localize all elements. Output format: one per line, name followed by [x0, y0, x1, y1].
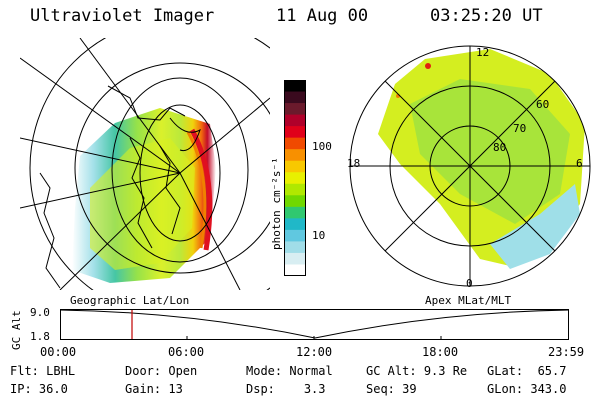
mlt-label-0: 0 [466, 277, 473, 290]
time-tick-0600: 06:00 [168, 345, 205, 359]
param-ip: IP: 36.0 [10, 382, 68, 396]
param-glon: GLon: 343.0 [487, 382, 567, 396]
geographic-map-panel [20, 38, 270, 290]
time-tick-1200: 12:00 [296, 345, 333, 359]
observation-time: 03:25:20 UT [430, 6, 543, 26]
colorbar-step [284, 206, 306, 219]
colorbar-step [284, 137, 306, 150]
param-glat: GLat: 65.7 [487, 364, 567, 378]
colorbar-tick-100: 100 [312, 140, 332, 153]
apex-panel-label: Apex MLat/MLT [425, 294, 512, 307]
param-mode: Mode: Normal [246, 364, 333, 378]
mlt-label-18: 18 [347, 157, 361, 170]
instrument-title: Ultraviolet Imager [30, 6, 215, 26]
altitude-axis-label: GC Alt [10, 310, 23, 350]
param-dsp: Dsp: 3.3 [246, 382, 326, 396]
mlat-label-70: 70 [513, 122, 527, 135]
colorbar-border [284, 80, 306, 276]
colorbar-step [284, 195, 306, 208]
param-gain: Gain: 13 [125, 382, 183, 396]
intensity-colorbar [284, 80, 306, 276]
colorbar-unit-label: photon cm⁻²s⁻¹ [270, 157, 283, 250]
param-gc-alt: GC Alt: 9.3 Re [366, 364, 468, 378]
geographic-panel-label: Geographic Lat/Lon [70, 294, 190, 307]
observation-date: 11 Aug 00 [276, 6, 369, 26]
time-tick-2359: 23:59 [548, 345, 585, 359]
colorbar-step [284, 241, 306, 254]
colorbar-step [284, 160, 306, 173]
colorbar-step [284, 252, 306, 265]
altitude-plot [60, 309, 570, 340]
param-seq: Seq: 39 [366, 382, 417, 396]
altitude-tick-1-8: 1.8 [30, 330, 50, 343]
colorbar-step [284, 149, 306, 162]
mlt-label-6: 6 [576, 157, 583, 170]
altitude-tick-9: 9.0 [30, 306, 50, 319]
param-door: Door: Open [125, 364, 198, 378]
colorbar-step [284, 183, 306, 196]
colorbar-tick-10: 10 [312, 229, 326, 242]
colorbar-step [284, 103, 306, 116]
colorbar-step [284, 172, 306, 185]
apex-polar-panel [349, 45, 591, 287]
colorbar-step [284, 91, 306, 104]
time-tick-1800: 18:00 [422, 345, 459, 359]
colorbar-step [284, 264, 306, 276]
param-flt: Flt: LBHL [10, 364, 76, 378]
colorbar-step [284, 80, 306, 93]
mlt-label-12: 12 [476, 46, 490, 59]
colorbar-step [284, 126, 306, 139]
colorbar-step [284, 229, 306, 242]
mlat-label-60: 60 [536, 98, 550, 111]
colorbar-step [284, 218, 306, 231]
time-tick-0000: 00:00 [40, 345, 77, 359]
mlat-label-80: 80 [493, 141, 507, 154]
colorbar-step [284, 114, 306, 127]
